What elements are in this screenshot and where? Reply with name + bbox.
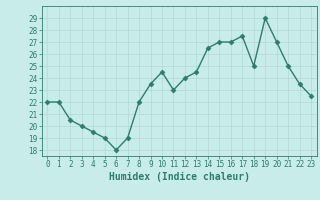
X-axis label: Humidex (Indice chaleur): Humidex (Indice chaleur) <box>109 172 250 182</box>
